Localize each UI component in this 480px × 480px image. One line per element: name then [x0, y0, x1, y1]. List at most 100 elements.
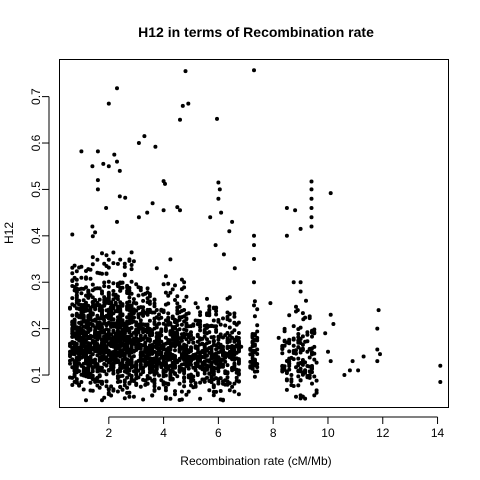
data-point [81, 354, 86, 359]
data-point [150, 393, 155, 398]
data-point [111, 261, 116, 266]
data-point [168, 374, 173, 379]
data-point [328, 312, 333, 317]
data-point [74, 269, 79, 274]
data-point [236, 392, 241, 397]
data-point [170, 325, 175, 329]
data-point [191, 340, 196, 345]
data-point [154, 331, 159, 336]
data-point [301, 317, 306, 322]
data-point [214, 353, 219, 358]
data-point [143, 329, 148, 334]
data-point [207, 304, 212, 309]
data-point [81, 331, 86, 336]
data-point [106, 328, 111, 333]
data-point [147, 330, 152, 335]
data-point [109, 312, 114, 317]
y-tick-label: 0.2 [29, 320, 43, 337]
data-point [115, 352, 120, 357]
data-point [125, 339, 130, 344]
data-point [163, 274, 168, 279]
data-point [90, 369, 95, 374]
data-point [84, 323, 88, 328]
data-point [207, 340, 212, 345]
data-point [298, 226, 303, 231]
data-point [74, 326, 79, 331]
data-point [186, 101, 191, 106]
data-point [84, 359, 88, 364]
data-point [100, 341, 104, 346]
data-point [127, 258, 132, 263]
data-point [106, 265, 111, 270]
data-point [152, 339, 157, 344]
data-point [356, 368, 361, 373]
data-point [163, 290, 168, 295]
data-point [193, 381, 198, 386]
data-point [115, 159, 119, 164]
data-point [173, 348, 177, 353]
data-point [106, 101, 111, 106]
data-point [109, 341, 114, 346]
data-point [77, 382, 82, 387]
data-point [106, 164, 111, 169]
data-point [227, 388, 232, 393]
data-point [178, 117, 182, 122]
x-tick-label: 14 [431, 426, 445, 440]
data-point [138, 324, 143, 329]
data-point [211, 389, 216, 394]
data-point [113, 301, 118, 306]
data-point [207, 371, 212, 376]
data-point [166, 340, 171, 345]
data-point [284, 233, 289, 238]
data-point [303, 360, 308, 365]
data-point [72, 341, 77, 346]
data-point [195, 371, 200, 376]
data-point [255, 352, 260, 356]
data-point [202, 327, 207, 332]
data-point [209, 345, 214, 349]
data-point [179, 277, 184, 282]
data-point [182, 319, 187, 324]
data-point [118, 366, 123, 371]
data-point [129, 374, 134, 378]
data-point [166, 293, 171, 298]
data-point [219, 210, 224, 215]
data-point [136, 293, 141, 298]
data-point [198, 380, 203, 385]
data-point [106, 297, 111, 302]
data-point [179, 287, 184, 292]
data-point [375, 359, 380, 364]
data-point [127, 295, 132, 300]
data-point [95, 365, 100, 370]
data-point [298, 347, 303, 352]
data-point [111, 368, 116, 373]
data-point [216, 196, 221, 201]
data-point [104, 384, 109, 389]
data-points [68, 68, 443, 403]
data-point [145, 210, 150, 215]
data-point [170, 376, 175, 381]
data-point [184, 294, 189, 299]
data-point [168, 321, 173, 326]
data-point [111, 365, 116, 370]
data-point [163, 302, 168, 307]
data-point [138, 358, 143, 363]
data-point [177, 358, 182, 363]
data-point [102, 284, 107, 289]
data-point [161, 342, 166, 347]
data-point [284, 340, 289, 345]
data-point [234, 378, 239, 383]
data-point [70, 313, 75, 318]
data-point [154, 350, 159, 355]
data-point [86, 321, 91, 326]
data-point [145, 286, 150, 291]
data-point [195, 334, 200, 339]
data-point [202, 343, 207, 347]
data-point [230, 219, 235, 224]
data-point [157, 312, 161, 317]
data-point [104, 323, 109, 328]
data-point [173, 298, 177, 302]
data-point [90, 295, 95, 300]
data-point [170, 369, 175, 374]
data-point [90, 300, 95, 305]
